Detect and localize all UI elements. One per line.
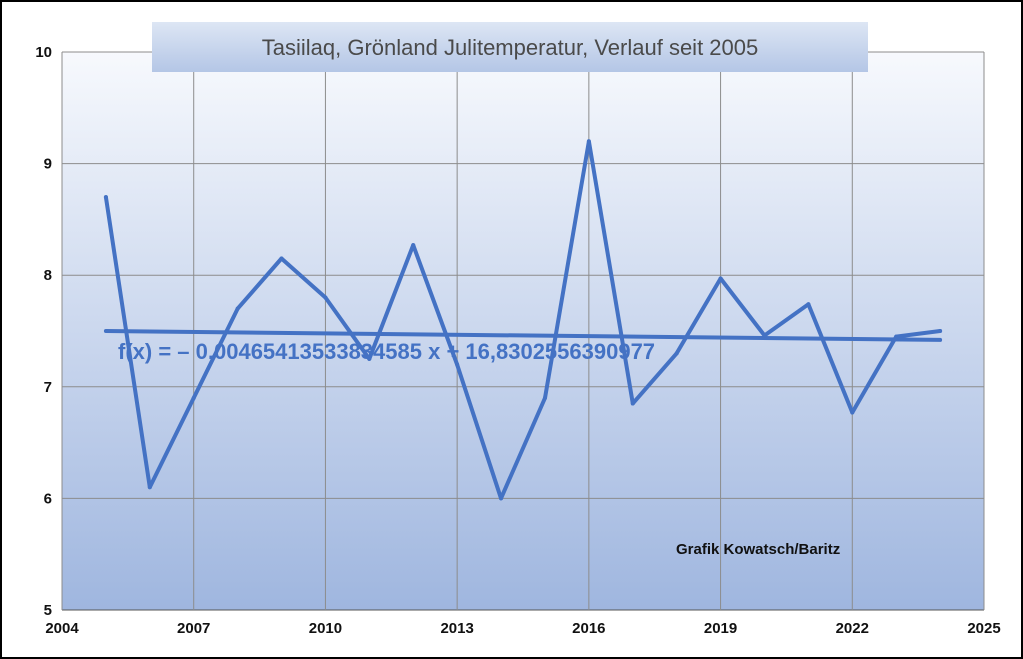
data-point: [147, 485, 152, 490]
x-tick-label: 2019: [704, 620, 737, 637]
x-tick-label: 2016: [572, 620, 605, 637]
axis-labels: 5 6 7 8 9 10 2004 2007 2010 2013 2016 2019 2022 2025: [35, 44, 1000, 637]
data-point: [938, 329, 943, 333]
trendline-line: [103, 329, 943, 342]
x-tick-label: 2022: [836, 620, 869, 637]
data-point: [103, 195, 108, 200]
title-background: [152, 22, 868, 72]
data-point: [499, 496, 504, 501]
data-point: [674, 351, 679, 356]
data-point: [455, 362, 460, 367]
x-tick-label: 2004: [45, 620, 79, 637]
y-tick-label: 7: [44, 379, 52, 396]
y-tick-label: 5: [44, 602, 52, 619]
data-point: [542, 395, 547, 400]
data-point: [762, 333, 767, 338]
data-point: [411, 243, 416, 248]
data-point: [586, 139, 591, 144]
x-tick-label: 2010: [309, 620, 342, 637]
x-tick-label: 2007: [177, 620, 210, 637]
data-point: [718, 276, 723, 281]
data-point: [235, 306, 240, 311]
x-tick-label: 2013: [440, 620, 473, 637]
data-point: [850, 410, 855, 415]
trendline-equation: f(x) = – 0,00465413533834585 x + 16,8302…: [118, 339, 655, 364]
data-point: [279, 256, 284, 261]
series-line-0: [103, 139, 943, 501]
chart-title: Tasiilaq, Grönland Julitemperatur, Verla…: [262, 35, 759, 60]
y-tick-label: 8: [44, 267, 52, 284]
data-point: [630, 401, 635, 406]
series: [103, 139, 943, 501]
trendline: [103, 329, 943, 342]
y-tick-label: 6: [44, 490, 52, 507]
data-point: [367, 356, 372, 361]
data-point: [894, 334, 899, 339]
data-point: [191, 395, 196, 400]
data-point: [323, 295, 328, 300]
y-tick-label: 10: [35, 44, 52, 61]
x-tick-label: 2025: [967, 620, 1000, 637]
credit-annotation: Grafik Kowatsch/Baritz: [676, 541, 840, 558]
y-tick-label: 9: [44, 156, 52, 173]
data-point: [806, 302, 811, 307]
